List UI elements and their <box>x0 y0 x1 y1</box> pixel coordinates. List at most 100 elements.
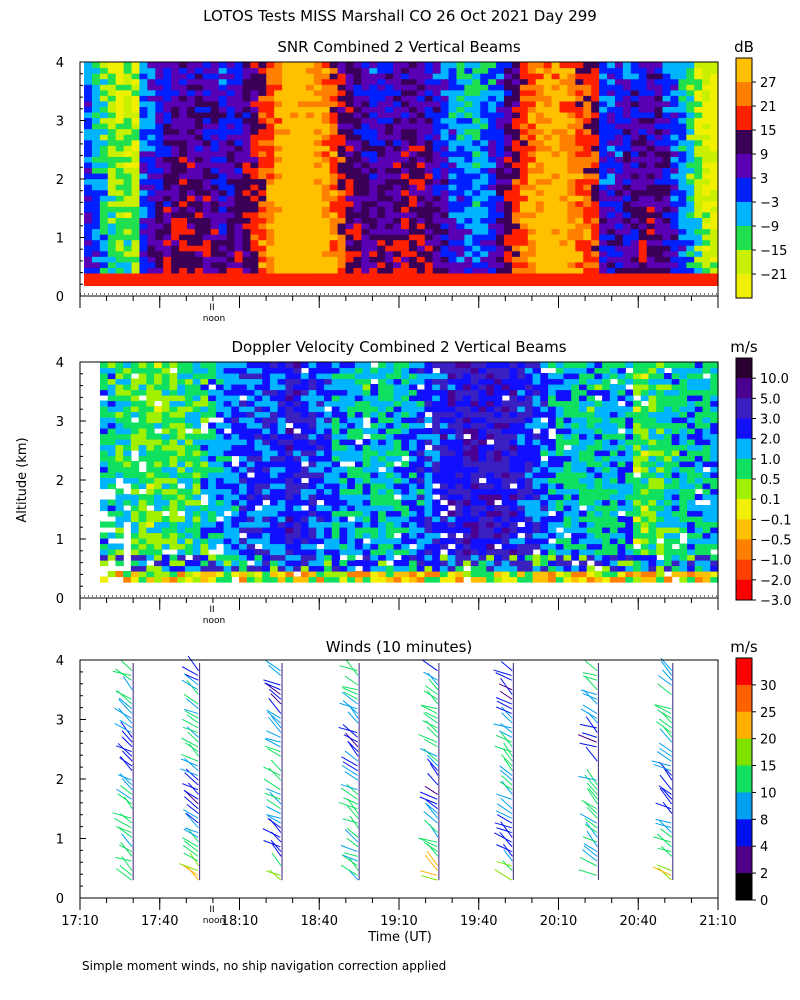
colorbar-swatch <box>736 202 752 227</box>
doppler-cell <box>177 565 186 572</box>
snr-cell <box>559 200 569 207</box>
doppler-cell <box>293 378 302 385</box>
doppler-cell <box>231 406 240 413</box>
snr-cell <box>519 100 529 107</box>
snr-cell <box>290 206 299 213</box>
snr-cell <box>638 184 648 191</box>
snr-cell <box>646 62 656 69</box>
doppler-cell <box>269 444 279 451</box>
doppler-cell <box>223 499 232 506</box>
doppler-cell <box>254 417 263 424</box>
doppler-cell <box>138 428 147 435</box>
doppler-cell <box>100 411 109 418</box>
snr-cell <box>313 84 323 91</box>
snr-cell <box>305 206 315 213</box>
doppler-cell <box>192 439 202 446</box>
snr-cell <box>226 134 236 141</box>
snr-cell <box>646 217 656 224</box>
snr-cell <box>551 156 561 163</box>
snr-cell <box>480 250 489 257</box>
snr-cell <box>305 139 315 146</box>
doppler-cell <box>370 543 379 550</box>
snr-cell <box>432 128 442 135</box>
doppler-cell <box>293 549 302 556</box>
snr-cell <box>297 239 307 246</box>
doppler-cell <box>123 428 132 435</box>
snr-cell <box>551 100 561 107</box>
snr-cell <box>694 161 703 169</box>
snr-cell <box>535 117 545 124</box>
doppler-cell <box>416 439 426 446</box>
doppler-cell <box>146 488 155 495</box>
doppler-cell <box>378 378 387 385</box>
doppler-cell <box>362 527 371 534</box>
snr-cell <box>210 89 220 96</box>
doppler-cell <box>231 527 240 534</box>
doppler-cell <box>308 554 317 561</box>
snr-cell <box>115 111 125 119</box>
snr-cell <box>321 278 331 285</box>
snr-cell <box>440 123 450 130</box>
snr-cell <box>702 189 711 196</box>
snr-cell <box>567 272 576 280</box>
snr-cell <box>519 245 529 252</box>
snr-cell <box>202 195 212 202</box>
snr-cell <box>543 195 553 202</box>
doppler-cell <box>432 411 441 418</box>
doppler-cell <box>100 439 109 446</box>
snr-cell <box>107 123 117 130</box>
snr-cell <box>179 189 188 196</box>
doppler-cell <box>100 406 109 413</box>
snr-cell <box>123 73 133 80</box>
snr-cell <box>266 67 275 74</box>
snr-cell <box>607 145 616 152</box>
doppler-cell <box>308 477 317 484</box>
snr-cell <box>393 106 402 113</box>
snr-cell <box>171 78 180 85</box>
snr-cell <box>448 278 458 285</box>
snr-cell <box>448 250 458 257</box>
snr-cell <box>329 261 339 268</box>
doppler-cell <box>269 494 279 501</box>
doppler-cell <box>354 549 364 556</box>
doppler-cell <box>138 477 147 484</box>
snr-cell <box>662 178 672 185</box>
snr-cell <box>393 250 402 257</box>
snr-cell <box>218 95 228 102</box>
snr-cell <box>464 222 473 230</box>
snr-cell <box>282 78 291 85</box>
snr-cell <box>297 100 307 107</box>
doppler-cell <box>239 411 248 418</box>
doppler-cell <box>239 433 248 440</box>
doppler-cell <box>246 450 256 457</box>
snr-cell <box>440 239 450 246</box>
doppler-cell <box>239 373 248 380</box>
snr-cell <box>519 123 529 130</box>
snr-cell <box>274 167 283 174</box>
snr-cell <box>591 139 600 146</box>
snr-cell <box>432 189 442 196</box>
snr-cell <box>155 139 164 146</box>
snr-cell <box>155 261 164 268</box>
doppler-cell <box>215 554 225 561</box>
doppler-cell <box>362 406 371 413</box>
doppler-cell <box>262 505 271 512</box>
doppler-cell <box>254 373 263 380</box>
snr-cell <box>694 139 703 146</box>
snr-cell <box>369 278 378 285</box>
snr-cell <box>702 272 711 280</box>
doppler-cell <box>177 411 186 418</box>
snr-cell <box>504 89 513 96</box>
doppler-cell <box>262 362 271 369</box>
snr-cell <box>393 211 402 218</box>
snr-cell <box>638 167 648 174</box>
snr-cell <box>543 167 553 174</box>
snr-cell <box>416 161 426 169</box>
doppler-cell <box>393 488 402 495</box>
snr-cell <box>123 78 133 85</box>
snr-cell <box>678 245 687 252</box>
snr-cell <box>630 261 640 268</box>
snr-cell <box>504 156 513 163</box>
snr-cell <box>329 150 339 157</box>
doppler-cell <box>324 411 333 418</box>
